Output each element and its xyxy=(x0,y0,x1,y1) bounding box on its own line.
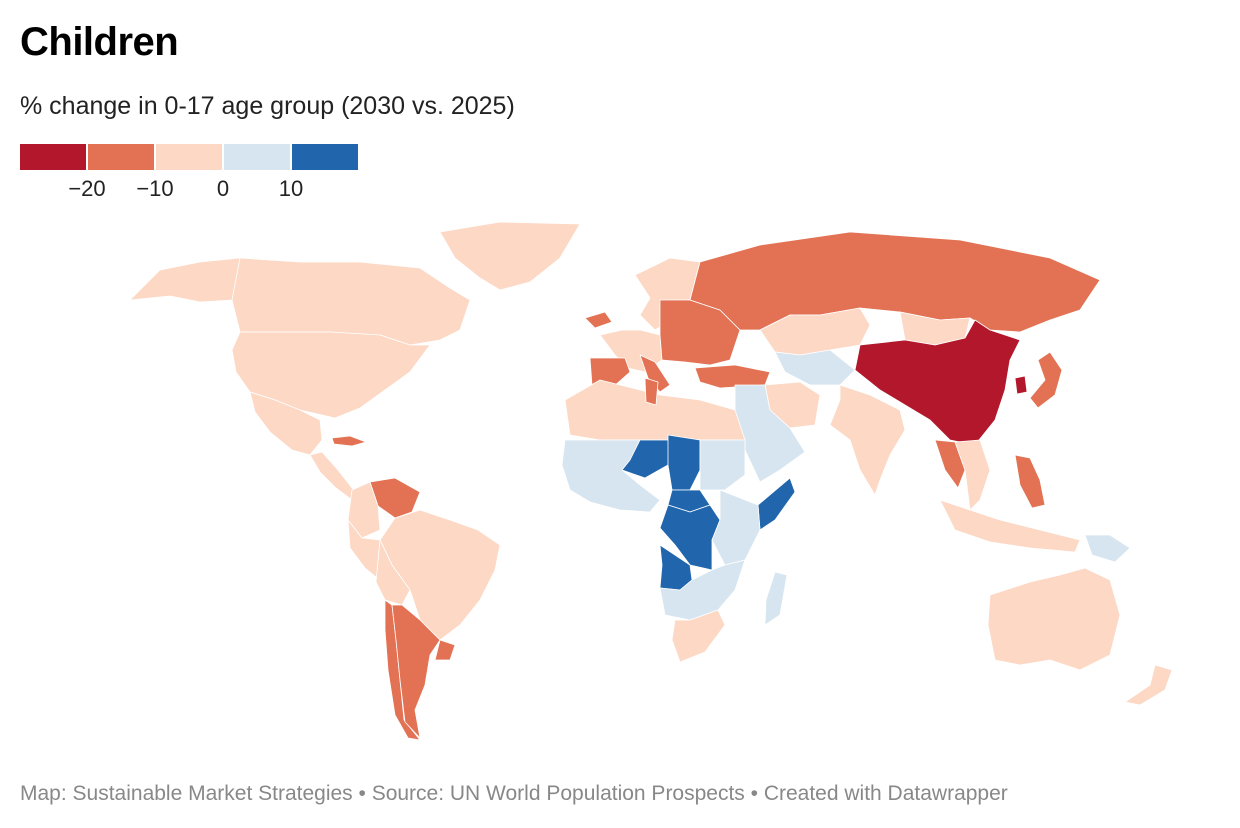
region-somalia[interactable]: Somalia xyxy=(757,477,796,531)
region-madagascar[interactable]: Madagascar xyxy=(764,571,788,626)
region-argentina[interactable]: Argentina xyxy=(391,604,441,739)
legend-swatch-5 xyxy=(292,144,358,170)
footer-credit: Map: Sustainable Market Strategies • Sou… xyxy=(20,782,1008,805)
color-legend: −20 −10 0 10 xyxy=(20,144,360,204)
region-greenland[interactable]: Greenland xyxy=(439,221,581,291)
chart-title: Children xyxy=(20,20,179,64)
region-philippines[interactable]: Philippines xyxy=(1014,454,1046,509)
region-uruguay[interactable]: Uruguay xyxy=(434,639,456,661)
legend-swatch-3 xyxy=(156,144,222,170)
region-thailand[interactable]: Thailand xyxy=(934,439,966,489)
region-sudan[interactable]: Sudan xyxy=(699,439,746,491)
region-southern-africa[interactable]: Southern Africa xyxy=(659,559,746,621)
region-india[interactable]: India xyxy=(829,384,906,496)
region-central-asia[interactable]: Central Asia xyxy=(774,349,856,386)
legend-tick-4: 10 xyxy=(278,176,304,201)
region-south-africa[interactable]: South Africa xyxy=(671,609,726,663)
region-chad[interactable]: Chad xyxy=(667,434,701,491)
region-south-korea[interactable]: South Korea xyxy=(1014,375,1028,395)
region-dr-congo[interactable]: DR Congo xyxy=(659,504,721,571)
chart-subtitle: % change in 0-17 age group (2030 vs. 202… xyxy=(20,92,515,120)
legend-swatch-4 xyxy=(224,144,290,170)
region-papua-new-guinea[interactable]: Papua New Guinea xyxy=(1084,534,1131,563)
region-tunisia[interactable]: Tunisia xyxy=(644,377,659,406)
region-italy[interactable]: Italy xyxy=(639,354,671,393)
legend-swatch-1 xyxy=(20,144,86,170)
world-map: CanadaUnited StatesAlaskaGreenlandMexico… xyxy=(129,221,1173,741)
region-east-africa[interactable]: East Africa xyxy=(711,489,761,566)
legend-tick-3: 0 xyxy=(216,176,230,201)
region-new-zealand[interactable]: New Zealand xyxy=(1124,664,1173,706)
region-china[interactable]: China xyxy=(854,319,1021,446)
region-russia[interactable]: Russia xyxy=(689,231,1101,333)
region-turkey[interactable]: Turkey xyxy=(694,364,771,389)
legend-tick-2: −10 xyxy=(136,176,174,201)
region-alaska[interactable]: Alaska xyxy=(129,257,241,303)
legend-tick-1: −20 xyxy=(68,176,106,201)
region-united-states[interactable]: United States xyxy=(231,331,431,419)
region-australia[interactable]: Australia xyxy=(987,567,1121,671)
region-indonesia[interactable]: Indonesia xyxy=(939,499,1081,553)
region-iceland[interactable]: Iceland xyxy=(584,311,613,329)
region-mexico[interactable]: Mexico xyxy=(249,391,323,456)
region-southeast-asia[interactable]: Southeast Asia xyxy=(954,439,991,511)
region-japan[interactable]: Japan xyxy=(1029,351,1063,409)
region-cuba[interactable]: Cuba xyxy=(331,435,367,447)
legend-swatch-2 xyxy=(88,144,154,170)
